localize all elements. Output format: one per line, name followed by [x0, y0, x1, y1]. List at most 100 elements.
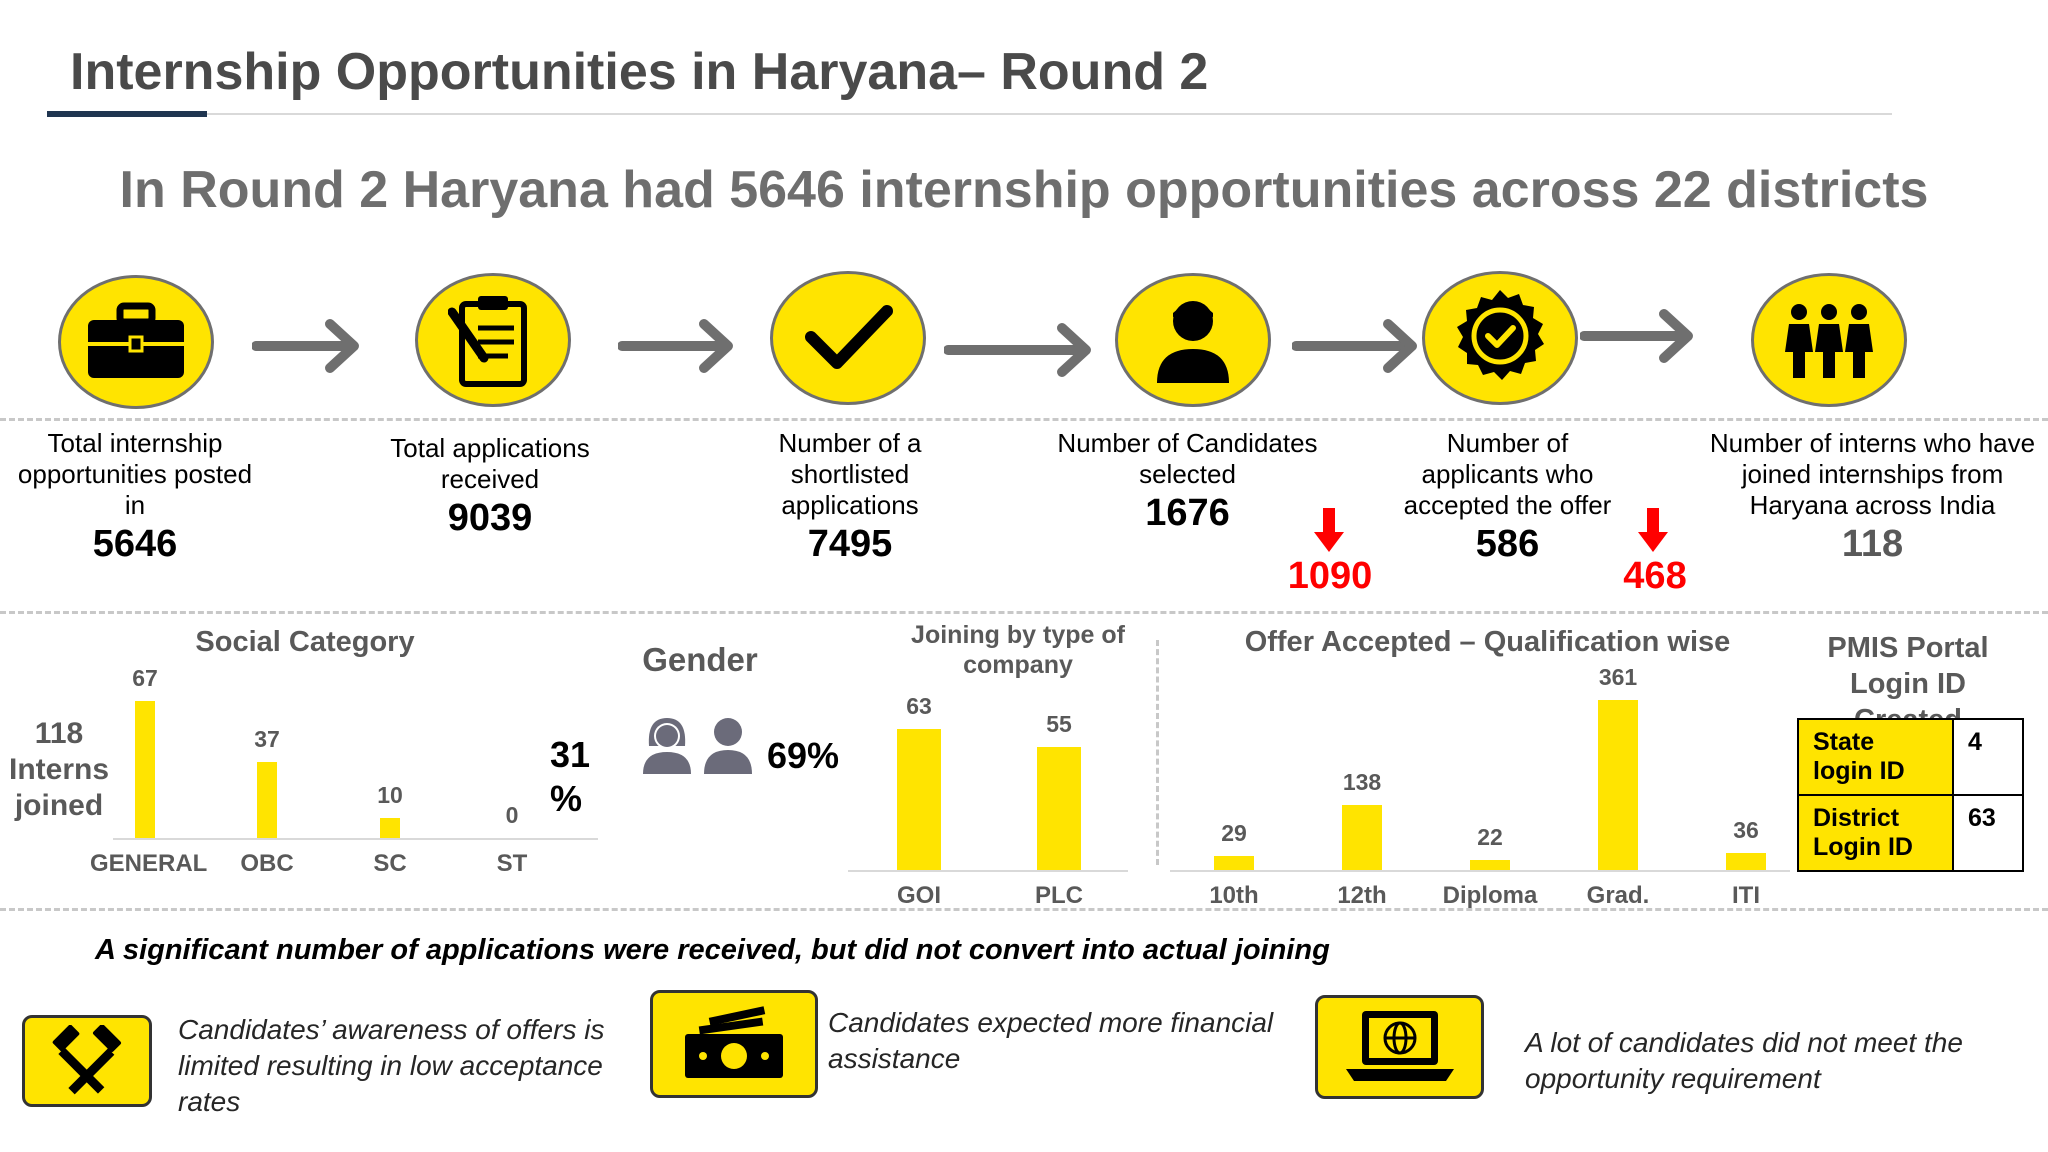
social-category-percent: 31 %: [550, 734, 591, 819]
arrow-right-icon: [252, 319, 359, 373]
chart-data-label: 55: [1046, 710, 1072, 737]
chart-category-label: Grad.: [1586, 882, 1650, 909]
chart-axis: [1170, 870, 1790, 872]
stage-label: Number of a shortlisted applications: [778, 428, 922, 520]
male-icon: [704, 718, 752, 774]
chart-data-label: 29: [1221, 820, 1247, 847]
chart-category-label: OBC: [240, 850, 294, 877]
arrow-right-icon: [1580, 309, 1693, 363]
title-divider: [47, 113, 1892, 115]
gender-percent: 69%: [767, 735, 840, 776]
chart-bar: [380, 817, 400, 838]
reason-icon-box-3: [1315, 995, 1484, 1099]
drop-arrow-icon: [1314, 508, 1344, 552]
reason-icon-box-2: [650, 990, 818, 1098]
briefcase-icon: [88, 302, 184, 378]
stage-label: Total internship opportunities posted in: [17, 428, 253, 520]
pmis-table: State login ID 4 District Login ID 63: [1797, 718, 2024, 872]
separator-top: [0, 418, 2048, 421]
arrow-right-icon: [1292, 319, 1417, 373]
pmis-value: 63: [1952, 794, 2024, 872]
stage-1: Total internship opportunities posted in…: [10, 428, 260, 567]
interns-joined: 118 Interns joined: [0, 716, 118, 824]
chart-data-label: 22: [1477, 823, 1503, 850]
checkmark-icon: [805, 305, 893, 369]
stage-5: Number of applicants who accepted the of…: [1385, 428, 1630, 567]
chart-data-label: 138: [1342, 769, 1382, 795]
hammer-icon: [52, 1025, 122, 1095]
group-icon: [1785, 304, 1873, 378]
stage-value: 7495: [807, 523, 893, 565]
money-icon: [685, 1006, 783, 1078]
interns-joined-value: 118: [34, 717, 84, 750]
chart-data-label: 36: [1733, 817, 1759, 844]
chart-category-label: ST: [496, 850, 528, 877]
drop-arrow-icon: [1638, 508, 1668, 552]
insight-text: A significant number of applications wer…: [95, 934, 1330, 966]
chart-bar: [1598, 700, 1638, 870]
badge-check-icon: [1457, 290, 1544, 380]
stage-value: 9039: [447, 497, 533, 539]
stage-icon-circle-4: [1115, 273, 1271, 407]
stage-3: Number of a shortlisted applications 749…: [735, 428, 965, 567]
chart-bar: [897, 729, 941, 870]
chart-category-label: SC: [373, 850, 407, 877]
chart-data-label: 10: [377, 781, 403, 808]
pmis-value: 4: [1952, 718, 2024, 796]
stage-value: 586: [1475, 523, 1540, 565]
reason-text-2: Candidates expected more financial assis…: [828, 1007, 1274, 1074]
reason-text-3: A lot of candidates did not meet the opp…: [1525, 1027, 1963, 1094]
pmis-row: District Login ID 63: [1797, 794, 2024, 872]
person-icon: [1157, 301, 1229, 383]
separator-vertical: [1156, 640, 1159, 865]
arrow-right-icon: [944, 323, 1091, 377]
reason-icon-box-1: [22, 1015, 152, 1107]
chart-bar: [1342, 805, 1382, 870]
laptop-globe-icon: [1345, 1011, 1454, 1081]
chart-category-label: GENERAL: [90, 850, 208, 877]
stage-value: 5646: [92, 523, 178, 565]
separator-middle: [0, 611, 2048, 614]
stage-value: 1676: [1145, 492, 1230, 534]
chart-axis: [848, 870, 1128, 872]
stage-icon-circle-3: [770, 271, 926, 405]
drop-value-1: 1090: [1287, 555, 1373, 597]
stage-label: Total applications received: [390, 433, 590, 494]
chart-category-label: PLC: [1035, 882, 1083, 909]
page-subtitle: In Round 2 Haryana had 5646 internship o…: [119, 161, 1929, 219]
chart-data-label: 67: [132, 665, 158, 691]
social-category-title: Social Category: [195, 626, 415, 658]
chart-bar: [1037, 746, 1081, 870]
clipboard-icon: [448, 296, 527, 387]
chart-bar: [1726, 853, 1766, 870]
chart-data-label: 361: [1598, 664, 1638, 690]
chart-bar: [1470, 859, 1510, 870]
chart-category-label: ITI: [1732, 882, 1760, 909]
chart-data-label: 0: [505, 802, 519, 828]
separator-bottom: [0, 908, 2048, 911]
interns-joined-label: Interns joined: [8, 753, 110, 822]
stage-icon-circle-6: [1751, 273, 1907, 407]
company-title: Joining by type of company: [911, 621, 1125, 679]
stage-label: Number of Candidates selected: [1057, 428, 1318, 489]
pmis-title: PMIS Portal Login ID Created: [1827, 632, 1989, 720]
stage-4: Number of Candidates selected 1676: [1050, 428, 1325, 536]
qualification-title: Offer Accepted – Qualification wise: [1244, 626, 1731, 658]
chart-category-label: 10th: [1209, 882, 1259, 909]
gender-title: Gender: [642, 641, 758, 678]
chart-category-label: GOI: [896, 882, 941, 909]
stage-value: 118: [1841, 523, 1904, 565]
stage-icon-circle-5: [1422, 271, 1578, 405]
reason-text-1: Candidates’ awareness of offers is limit…: [178, 1014, 605, 1117]
pmis-key: State login ID: [1797, 718, 1954, 796]
chart-bar: [257, 762, 277, 838]
female-icon: [643, 718, 691, 774]
chart-bar: [135, 701, 155, 838]
stage-2: Total applications received 9039: [370, 433, 610, 541]
chart-bar: [1214, 856, 1254, 870]
stage-label: Number of applicants who accepted the of…: [1403, 428, 1612, 520]
chart-category-label: Diploma: [1442, 882, 1538, 909]
arrow-right-icon: [618, 319, 733, 373]
pmis-key: District Login ID: [1797, 794, 1954, 872]
chart-category-label: 12th: [1337, 882, 1387, 909]
